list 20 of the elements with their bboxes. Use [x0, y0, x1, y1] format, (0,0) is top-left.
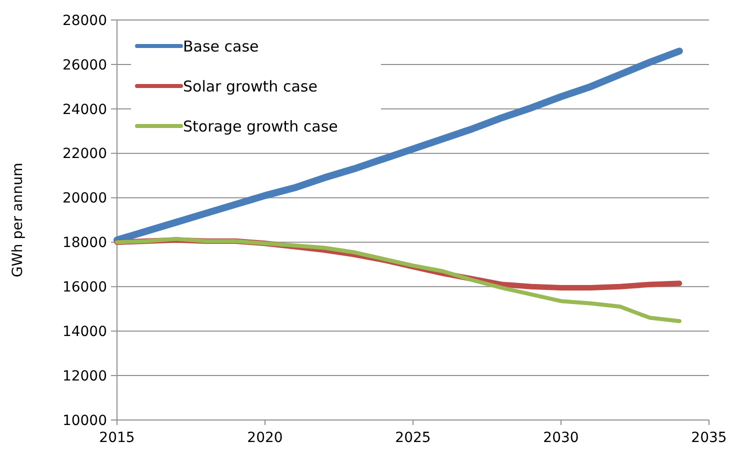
y-tick-label: 14000 [62, 324, 107, 340]
y-tick-label: 20000 [62, 190, 107, 207]
y-axis-title: GWh per annum [10, 162, 26, 278]
y-tick-label: 24000 [62, 102, 107, 118]
legend-label: Solar growth case [183, 77, 318, 96]
y-tick-label: 28000 [62, 12, 107, 29]
y-tick-label: 26000 [62, 57, 107, 74]
legend-label: Storage growth case [183, 117, 338, 136]
x-tick-label: 2030 [543, 430, 579, 446]
x-tick-label: 2025 [395, 430, 431, 446]
x-tick-label: 2015 [99, 430, 135, 446]
x-tick-label: 2020 [247, 430, 283, 446]
legend-label: Base case [183, 37, 259, 56]
line-series [115, 236, 682, 324]
y-tick-label: 12000 [62, 368, 107, 384]
y-tick-label: 10000 [62, 412, 107, 429]
y-tick-label: 22000 [62, 146, 107, 162]
y-tick-label: 16000 [62, 280, 107, 296]
y-tick-label: 18000 [62, 235, 107, 252]
x-tick-label: 2035 [691, 430, 727, 446]
